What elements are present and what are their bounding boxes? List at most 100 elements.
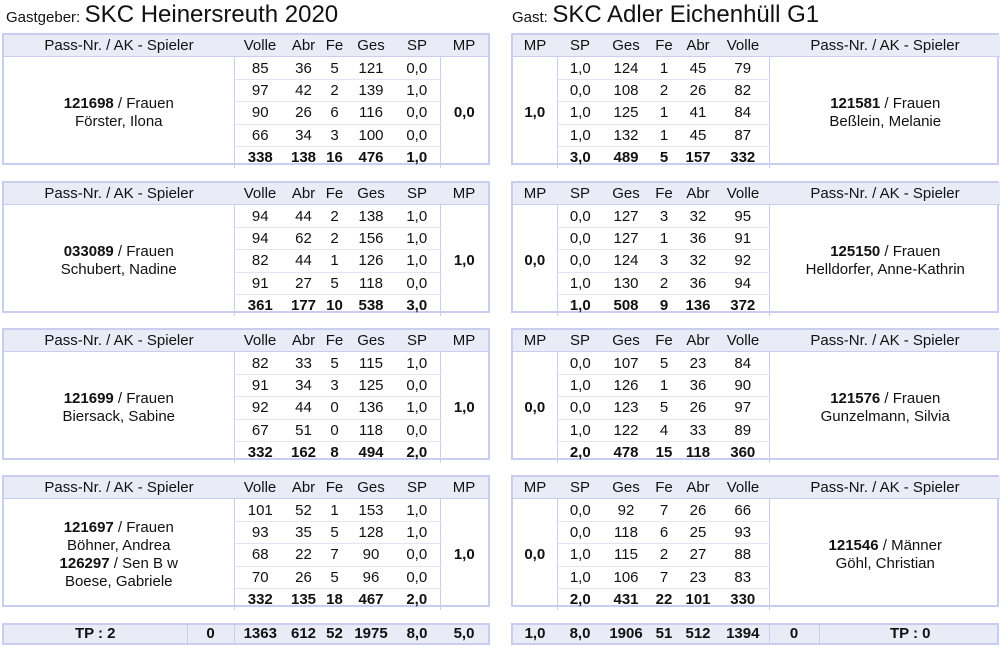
ges-cell: 127 xyxy=(603,227,649,251)
pass-number: 121698 xyxy=(63,94,114,112)
host-score-table: Pass-Nr. / AK - Spieler Volle Abr Fe Ges SP MP… xyxy=(4,35,488,169)
volle-cell: 90 xyxy=(717,374,770,398)
fe-cell: 1 xyxy=(649,374,679,398)
sp-cell: 1,0 xyxy=(394,249,441,273)
sp-cell: 1,0 xyxy=(557,124,603,147)
age-class: / Sen B w xyxy=(109,554,178,572)
table-row: 1,0 115 2 27 88 xyxy=(513,543,1000,567)
abr-cell: 23 xyxy=(679,566,717,589)
player-pass-line: 121698 / Frauen xyxy=(4,95,234,113)
abr-cell: 25 xyxy=(679,521,717,545)
fe-cell: 6 xyxy=(649,521,679,545)
sum-row: 2,0 478 15 118 360 xyxy=(513,441,1000,464)
volle-cell: 360 xyxy=(717,441,770,464)
fe-cell: 10 xyxy=(326,297,343,315)
volle-cell: 92 xyxy=(717,249,770,273)
host-score-table: Pass-Nr. / AK - Spieler Volle Abr Fe Ges SP MP… xyxy=(4,477,488,611)
mp-column-header: MP xyxy=(513,477,557,500)
volle-column-header: Volle xyxy=(234,35,286,58)
fe-cell: 2 xyxy=(649,543,679,567)
match-points: 0,0 xyxy=(513,351,558,464)
guest-team-title: Gast: SKC Adler Eichenhüll G1 xyxy=(512,0,819,30)
ges-column-header: Ges xyxy=(348,35,394,58)
sp-column-header: SP xyxy=(394,330,440,353)
player-pass-line: 121697 / Frauen xyxy=(4,519,234,537)
guest-player-block: MP SP Ges Fe Abr Volle Pass-Nr. / AK - Spieler… xyxy=(511,475,1000,611)
volle-cell: 85 xyxy=(234,56,286,80)
player-name: Göhl, Christian xyxy=(835,554,935,572)
guest-totals: 1,0 8,0 1906 51 512 1394 0 TP : 0 xyxy=(511,623,999,645)
fe-cell: 0 xyxy=(321,419,348,442)
sp-cell: 1,0 xyxy=(394,521,441,545)
player-column-header: Pass-Nr. / AK - Spieler xyxy=(4,330,234,353)
volle-column-header: Volle xyxy=(717,330,769,353)
mp-column-header: MP xyxy=(440,330,488,353)
ges-column-header: Ges xyxy=(348,183,394,206)
mp-column-header: MP xyxy=(440,35,488,58)
player-name: Gunzelmann, Silvia xyxy=(820,407,950,425)
ges-cell: 121 xyxy=(348,56,394,80)
volle-cell: 330 xyxy=(717,588,770,611)
player-name: Beßlein, Melanie xyxy=(829,112,942,130)
table-row: 0,0 0,0 92 7 26 66 121546 / Männer Göhl, Christ… xyxy=(513,498,1000,611)
abr-cell: 36 xyxy=(679,374,717,398)
player-pass-line: 033089 / Frauen xyxy=(4,243,234,261)
sp-cell: 0,0 xyxy=(394,124,441,147)
volle-cell: 82 xyxy=(234,351,286,375)
ges-cell: 128 xyxy=(348,521,394,545)
table-row: 0,0 108 2 26 82 xyxy=(513,79,1000,103)
fe-cell: 5 xyxy=(321,521,348,545)
volle-cell: 70 xyxy=(234,566,286,589)
volle-cell: 82 xyxy=(717,79,770,103)
guest-player-block: MP SP Ges Fe Abr Volle Pass-Nr. / AK - Spieler… xyxy=(511,181,1000,317)
ges-cell: 126 xyxy=(348,249,394,273)
fe-cell: 7 xyxy=(649,566,679,589)
ges-cell: 108 xyxy=(603,79,649,103)
sp-cell: 0,0 xyxy=(394,419,441,442)
ges-cell: 132 xyxy=(603,124,649,147)
abr-cell: 32 xyxy=(679,204,717,228)
sp-cell: 1,0 xyxy=(394,227,441,251)
host-team-name: SKC Heinersreuth 2020 xyxy=(84,1,339,28)
pass-number: 121697 xyxy=(63,518,114,536)
fe-column-header: Fe xyxy=(321,330,348,353)
abr-cell: 162 xyxy=(290,444,317,462)
abr-column-header: Abr xyxy=(286,330,321,353)
fe-cell: 22 xyxy=(655,591,673,609)
volle-cell: 338 xyxy=(247,149,273,167)
abr-cell: 44 xyxy=(286,249,321,273)
host-player-block: Pass-Nr. / AK - Spieler Volle Abr Fe Ges SP MP… xyxy=(2,328,490,464)
player-name: Förster, Ilona xyxy=(74,112,163,130)
ges-cell: 124 xyxy=(603,56,649,80)
fe-cell: 7 xyxy=(649,498,679,522)
sp-cell: 0,0 xyxy=(557,351,603,375)
fe-cell: 2 xyxy=(649,272,679,295)
guest-score-table: MP SP Ges Fe Abr Volle Pass-Nr. / AK - Spieler… xyxy=(513,477,1000,611)
fe-cell: 1 xyxy=(649,56,679,80)
sp-cell: 0,0 xyxy=(557,227,603,251)
table-row: 93 35 5 128 1,0 xyxy=(4,521,488,545)
table-row: 91 27 5 118 0,0 xyxy=(4,272,488,295)
fe-column-header: Fe xyxy=(321,35,348,58)
volle-cell: 101 xyxy=(234,498,286,522)
abr-cell: 22 xyxy=(286,543,321,567)
sp-cell: 1,0 xyxy=(569,297,591,315)
guest-score-table: MP SP Ges Fe Abr Volle Pass-Nr. / AK - Spieler… xyxy=(513,183,1000,317)
table-row: 1,0 122 4 33 89 xyxy=(513,419,1000,442)
abr-column-header: Abr xyxy=(679,477,717,500)
fe-column-header: Fe xyxy=(649,330,679,353)
table-row: 1,0 1,0 124 1 45 79 121581 / Frauen Beßlein, Me… xyxy=(513,56,1000,169)
abr-cell: 26 xyxy=(286,566,321,589)
sp-cell: 3,0 xyxy=(394,294,441,317)
abr-cell: 32 xyxy=(679,249,717,273)
ges-cell: 494 xyxy=(358,444,384,462)
abr-cell: 26 xyxy=(286,101,321,125)
sum-row: 332 135 18 467 2,0 xyxy=(4,588,488,611)
host-total-fe: 52 xyxy=(326,625,343,642)
table-row: 121698 / Frauen Förster, Ilona 85 36 5 121 0,0… xyxy=(4,56,488,169)
volle-cell: 90 xyxy=(234,101,286,125)
sp-cell: 1,0 xyxy=(394,351,441,375)
volle-cell: 97 xyxy=(717,396,770,420)
abr-cell: 45 xyxy=(679,124,717,147)
table-row: 70 26 5 96 0,0 xyxy=(4,566,488,589)
